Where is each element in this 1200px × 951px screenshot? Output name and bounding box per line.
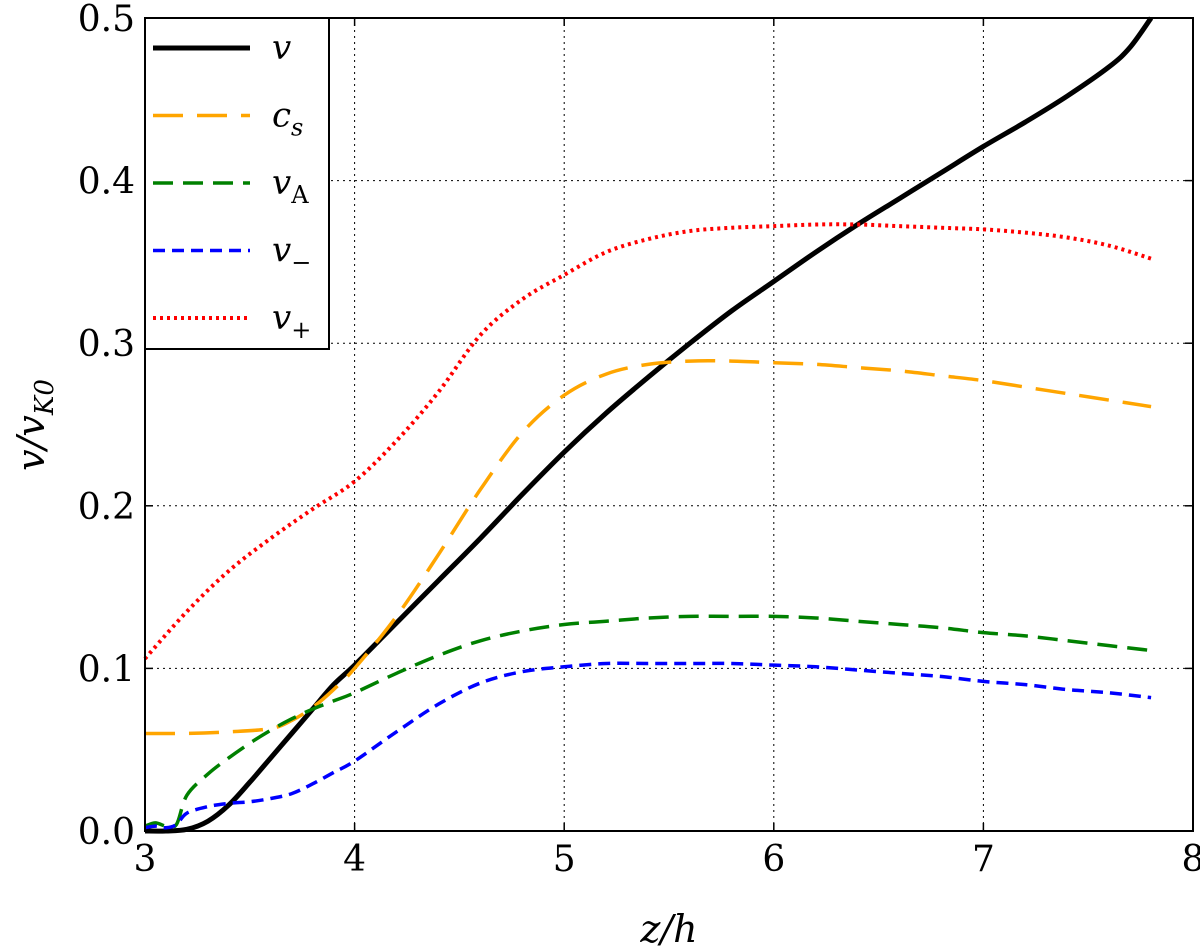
legend-label-v-plus: v+ xyxy=(272,298,311,344)
y-tick-label: 0.1 xyxy=(78,649,135,690)
series-line-v-a xyxy=(144,614,1152,830)
series-line-v xyxy=(144,16,1154,834)
y-tick-label: 0.2 xyxy=(78,487,135,528)
series-line-c-s xyxy=(144,359,1152,736)
y-tick-label: 0.0 xyxy=(78,812,135,853)
x-tick-label: 8 xyxy=(1182,839,1200,880)
legend-label-v-a: vA xyxy=(272,163,309,209)
x-axis-label: z/h xyxy=(639,907,697,951)
series-layer xyxy=(143,16,1154,834)
x-tick-label: 6 xyxy=(762,839,785,880)
x-tick-label: 7 xyxy=(972,839,995,880)
plot-frame xyxy=(144,17,1194,832)
legend-label-v: v xyxy=(272,28,291,68)
y-axis-label: v/vK0 xyxy=(9,379,60,471)
y-tick-label: 0.5 xyxy=(78,0,135,40)
legend-label-v-minus: v− xyxy=(272,231,311,277)
legend-box xyxy=(144,17,330,350)
tick-labels: 3 4 5 6 7 8 0.0 0.1 0.2 0.3 0.4 0.5 xyxy=(78,0,1200,880)
series-line-v-plus xyxy=(143,222,1152,660)
x-tick-label: 4 xyxy=(343,839,366,880)
y-tick-label: 0.3 xyxy=(78,324,135,365)
x-tick-label: 3 xyxy=(134,839,157,880)
y-tick-label: 0.4 xyxy=(78,162,135,203)
legend-label-c-s: cs xyxy=(272,96,303,142)
legend: v cs vA v− v+ xyxy=(144,17,330,350)
x-tick-label: 5 xyxy=(553,839,576,880)
